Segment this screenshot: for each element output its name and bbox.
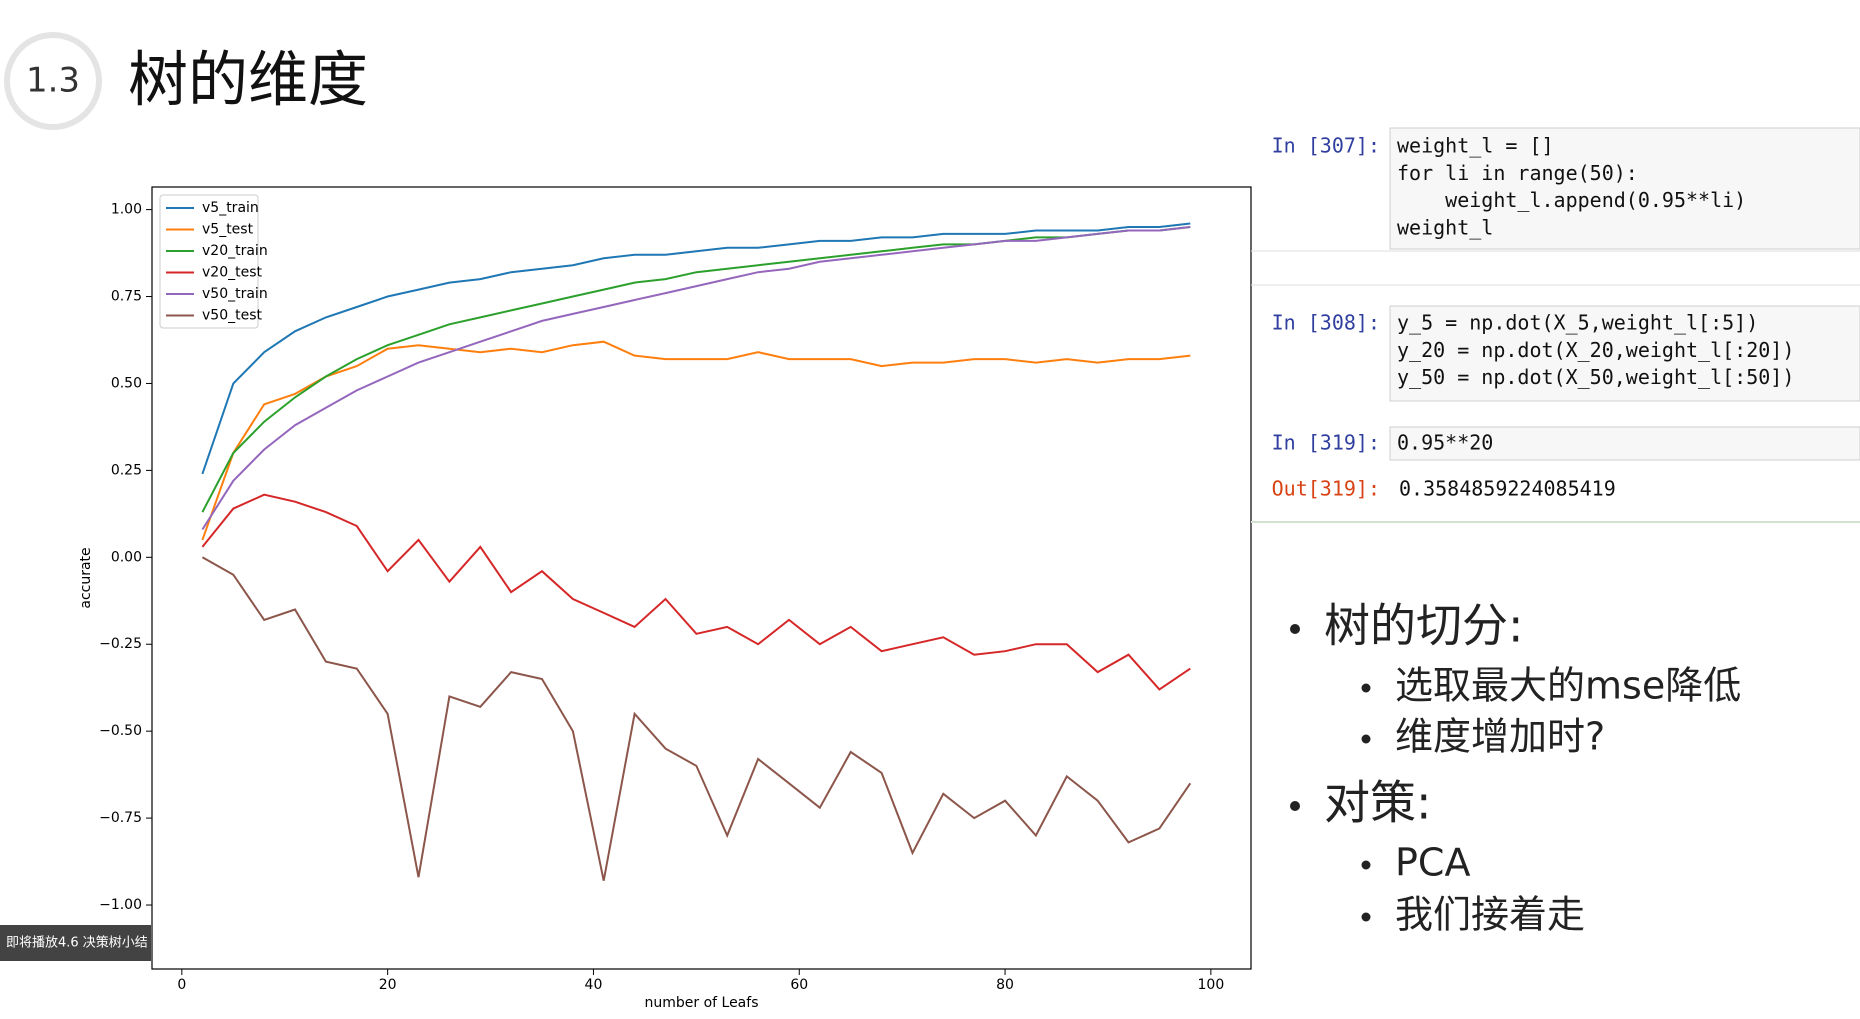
x-tick-label: 40 [585, 977, 603, 993]
y-tick-label: 1.00 [111, 202, 142, 218]
cell-prompt: In [319]: [1272, 431, 1380, 455]
y-tick-label: 0.00 [111, 549, 142, 565]
sub-bullet-dot [1361, 734, 1371, 744]
output-text: 0.3584859224085419 [1399, 477, 1616, 501]
next-badge[interactable] [0, 925, 151, 961]
series-line [201, 226, 1191, 513]
series-line [201, 340, 1191, 541]
sub-bullet-dot [1361, 912, 1371, 922]
plot-frame [151, 186, 1252, 970]
x-axis-label: number of Leafs [644, 995, 758, 1011]
y-tick-label: −1.00 [99, 897, 142, 913]
series-line [201, 556, 1192, 881]
code-line: y_5 = np.dot(X_5,weight_l[:5]) [1397, 311, 1758, 335]
x-tick-label: 60 [790, 977, 808, 993]
y-tick-label: −0.50 [99, 723, 142, 739]
bullet-dot [1290, 801, 1300, 811]
code-line: 0.95**20 [1397, 431, 1493, 455]
code-line: weight_l.append(0.95**li) [1397, 188, 1746, 212]
code-cell [1389, 426, 1860, 461]
bullet-text: 树的切分: [1324, 599, 1524, 653]
output-prompt: Out[319]: [1272, 477, 1380, 501]
code-line: weight_l = [] [1397, 134, 1554, 158]
code-line: for li in range(50): [1397, 161, 1638, 185]
sub-bullet-text: 我们接着走 [1395, 893, 1585, 937]
bullet-text: 对策: [1324, 776, 1432, 830]
sub-bullet-text: 选取最大的mse降低 [1395, 664, 1741, 708]
legend-label: v50_test [202, 308, 262, 324]
code-line: y_20 = np.dot(X_20,weight_l[:20]) [1397, 338, 1794, 362]
sub-bullet-text: 维度增加时? [1395, 715, 1605, 759]
y-axis-label: accurate [78, 547, 94, 608]
y-tick-label: 0.50 [111, 375, 142, 391]
code-cell [1389, 127, 1860, 250]
sub-bullet-dot [1361, 683, 1371, 693]
cell-prompt: In [307]: [1272, 134, 1380, 158]
y-tick-label: 0.25 [111, 462, 142, 478]
legend-label: v5_test [202, 222, 254, 238]
cell-prompt: In [308]: [1272, 311, 1380, 335]
x-tick-label: 80 [996, 977, 1014, 993]
bullet-dot [1290, 624, 1300, 634]
legend-label: v20_train [202, 243, 268, 259]
y-tick-label: −0.75 [99, 810, 142, 826]
x-tick-label: 0 [177, 977, 186, 993]
legend-label: v20_test [202, 265, 262, 281]
x-tick-label: 20 [379, 977, 397, 993]
section-number: 1.3 [26, 61, 80, 101]
sub-bullet-dot [1361, 860, 1371, 870]
series-line [201, 222, 1191, 475]
code-cell [1389, 305, 1860, 402]
x-tick-label: 100 [1198, 977, 1225, 993]
legend-label: v5_train [202, 200, 259, 216]
legend-label: v50_train [202, 286, 268, 302]
number-badge [4, 32, 102, 130]
y-tick-label: −0.25 [99, 636, 142, 652]
series-line [201, 226, 1191, 531]
next-badge-text[interactable]: 即将播放4.6 决策树小结 [6, 935, 148, 951]
sub-bullet-text: PCA [1395, 841, 1470, 885]
series-line [201, 493, 1191, 691]
slide-title: 树的维度 [128, 46, 368, 116]
y-tick-label: 0.75 [111, 289, 142, 305]
code-line: weight_l [1397, 215, 1493, 239]
code-line: y_50 = np.dot(X_50,weight_l[:50]) [1397, 365, 1794, 389]
